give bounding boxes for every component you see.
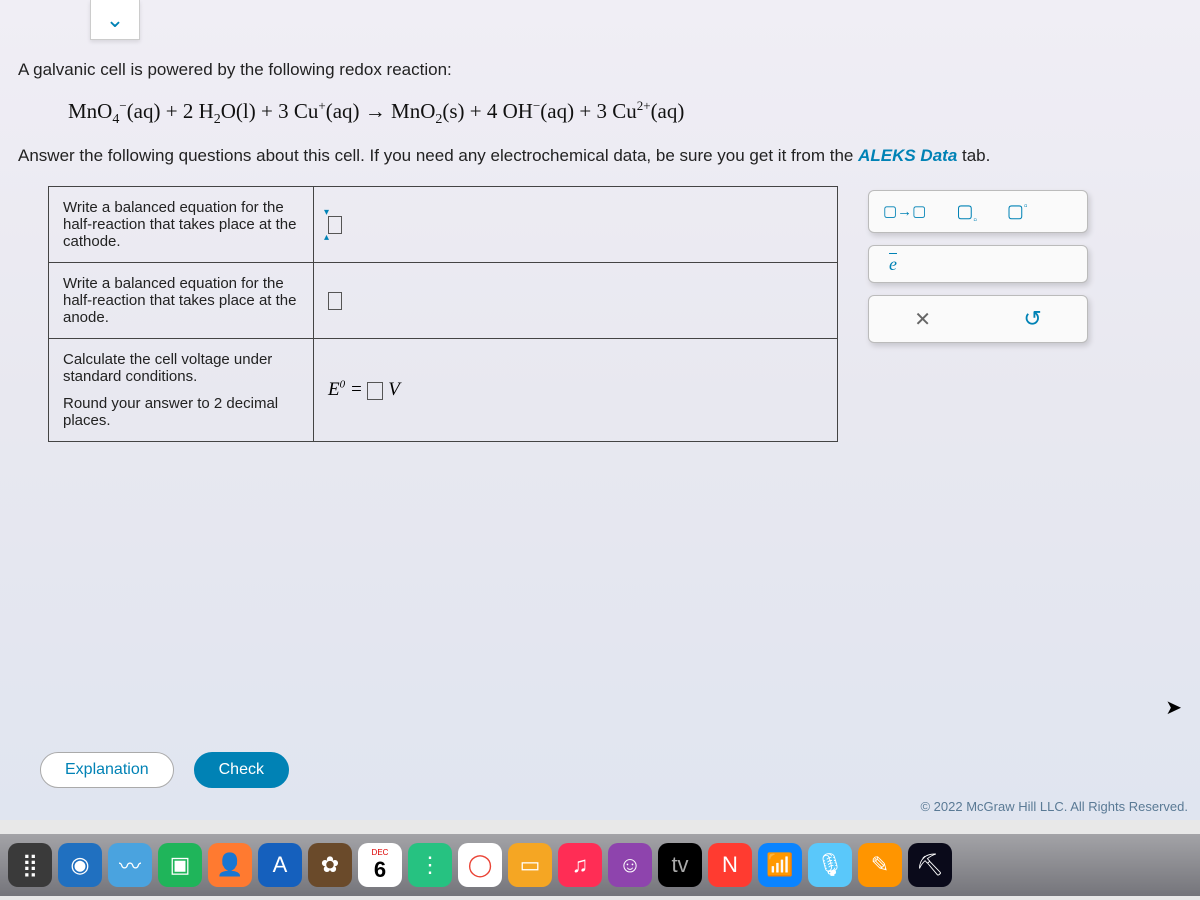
chevron-down-icon: ⌄ (106, 7, 124, 33)
palette-row-3: ✕ ↺ (868, 295, 1088, 343)
dock-app-14[interactable]: N (708, 843, 752, 887)
redox-equation: MnO4−(aq) + 2 H2O(l) + 3 Cu+(aq) → MnO2(… (68, 98, 1182, 128)
q1-input[interactable] (328, 216, 342, 234)
dock-app-9[interactable]: ◯ (458, 843, 502, 887)
dock-app-2[interactable]: 〰 (108, 843, 152, 887)
voltage-unit: V (388, 379, 400, 400)
dock-app-10[interactable]: ▭ (508, 843, 552, 887)
q3-prompt: Calculate the cell voltage under standar… (49, 339, 314, 442)
copyright-text: © 2022 McGraw Hill LLC. All Rights Reser… (920, 799, 1188, 814)
dock-app-3[interactable]: ▣ (158, 843, 202, 887)
explanation-button[interactable]: Explanation (40, 752, 174, 788)
palette-row-2: e (868, 245, 1088, 283)
yields-button[interactable]: ▢→▢ (883, 202, 926, 221)
q2-answer-cell[interactable] (314, 263, 838, 339)
q3-answer-cell[interactable]: E0 = V (314, 339, 838, 442)
dock-app-7[interactable]: DEC6 (358, 843, 402, 887)
cursor-top-icon: ▾ (324, 207, 329, 218)
q3-prompt-b: Round your answer to 2 decimal places. (63, 395, 299, 429)
macos-dock: ⣿◉〰▣👤A✿DEC6⋮◯▭♫☺tvN📶🎙✎⛏ (0, 834, 1200, 896)
electron-button[interactable]: e (889, 254, 897, 275)
dock-app-6[interactable]: ✿ (308, 843, 352, 887)
dock-app-16[interactable]: 🎙 (808, 843, 852, 887)
dock-app-12[interactable]: ☺ (608, 843, 652, 887)
voltage-input[interactable] (367, 382, 383, 400)
hint-mid: be sure (656, 146, 713, 165)
q1-answer-cell[interactable]: ▾ ▴ (314, 187, 838, 263)
dock-app-4[interactable]: 👤 (208, 843, 252, 887)
hint-end: tab. (957, 146, 990, 165)
cursor-bottom-icon: ▴ (324, 232, 329, 243)
question-table: Write a balanced equation for the half-r… (48, 186, 838, 442)
q2-prompt: Write a balanced equation for the half-r… (49, 263, 314, 339)
dropdown-toggle[interactable]: ⌄ (90, 0, 140, 40)
cursor-icon: ➤ (1165, 695, 1182, 720)
dock-app-15[interactable]: 📶 (758, 843, 802, 887)
check-button[interactable]: Check (194, 752, 289, 788)
dock-app-13[interactable]: tv (658, 843, 702, 887)
equation-rhs: MnO2(s) + 4 OH−(aq) + 3 Cu2+(aq) (391, 99, 684, 123)
q1-prompt: Write a balanced equation for the half-r… (49, 187, 314, 263)
hint-text: Answer the following questions about thi… (18, 146, 1182, 166)
input-palette: ▢→▢ ▢▫ ▢▫ e ✕ ↺ (868, 190, 1088, 343)
equation-lhs: MnO4−(aq) + 2 H2O(l) + 3 Cu+(aq) (68, 99, 360, 123)
q3-prompt-a: Calculate the cell voltage under standar… (63, 351, 299, 385)
dock-app-11[interactable]: ♫ (558, 843, 602, 887)
equals-sign: = (350, 379, 368, 400)
q2-input[interactable] (328, 292, 342, 310)
aleks-question-panel: ⌄ A galvanic cell is powered by the foll… (0, 0, 1200, 820)
arrow-icon: → (365, 99, 391, 123)
clear-button[interactable]: ✕ (914, 307, 931, 332)
aleks-data-link[interactable]: ALEKS Data (858, 146, 957, 165)
reset-button[interactable]: ↺ (1023, 306, 1041, 332)
subscript-button[interactable]: ▢▫ (956, 201, 977, 222)
dock-app-1[interactable]: ◉ (58, 843, 102, 887)
intro-text: A galvanic cell is powered by the follow… (18, 60, 1182, 80)
superscript-button[interactable]: ▢▫ (1007, 201, 1028, 222)
hint-pre: Answer the following questions about thi… (18, 146, 656, 165)
dock-app-8[interactable]: ⋮ (408, 843, 452, 887)
hint-post: you get it from the (713, 146, 859, 165)
palette-row-1: ▢→▢ ▢▫ ▢▫ (868, 190, 1088, 233)
dock-app-5[interactable]: A (258, 843, 302, 887)
dock-app-18[interactable]: ⛏ (908, 843, 952, 887)
dock-app-17[interactable]: ✎ (858, 843, 902, 887)
voltage-symbol: E0 (328, 379, 345, 400)
dock-app-0[interactable]: ⣿ (8, 843, 52, 887)
bottom-buttons: Explanation Check (40, 752, 289, 788)
